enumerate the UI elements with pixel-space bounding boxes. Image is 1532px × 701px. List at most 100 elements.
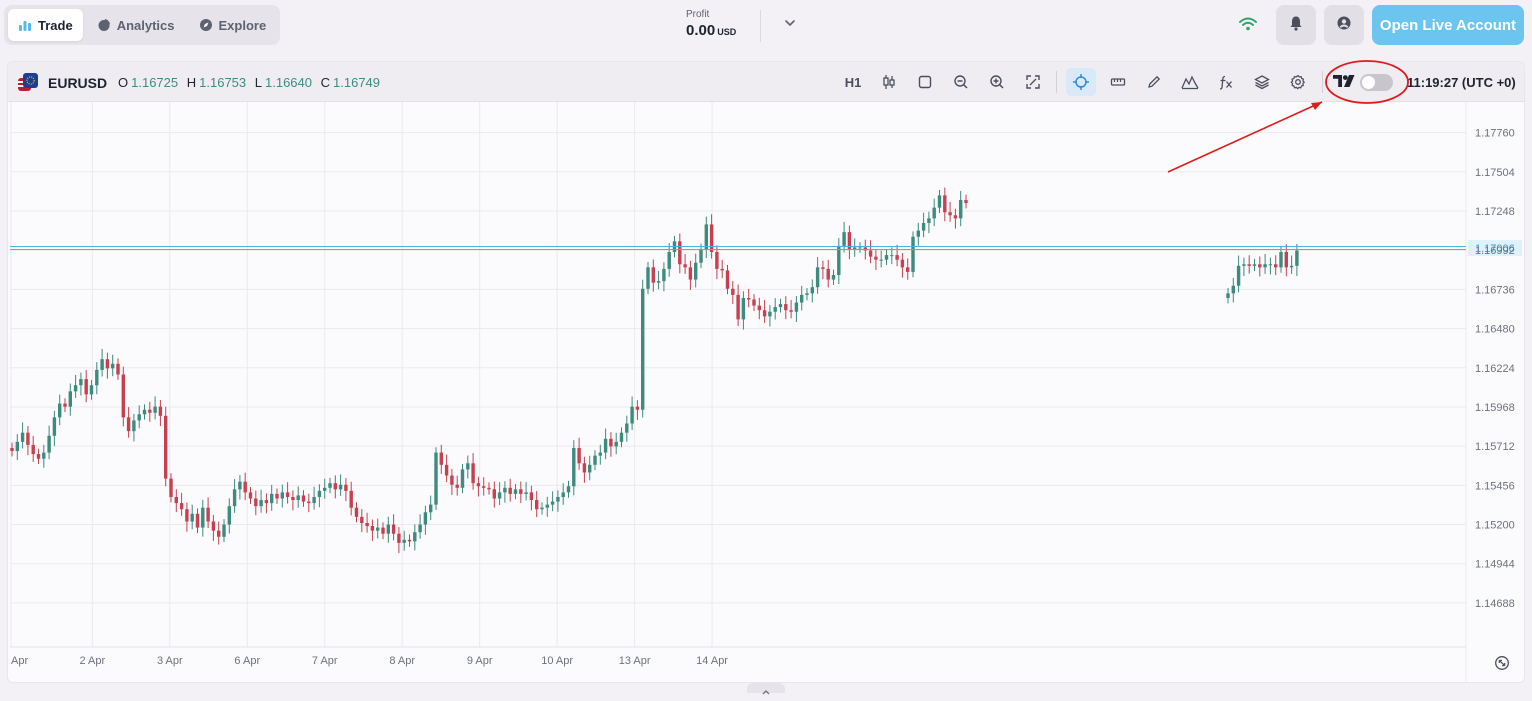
tab-label: Trade [38, 17, 73, 33]
candle-body [84, 379, 88, 395]
candle-body [757, 305, 761, 311]
candle-body [503, 487, 507, 493]
candle-body [572, 447, 576, 487]
pencil-icon[interactable] [1139, 68, 1169, 96]
candle-body [773, 307, 777, 312]
candle-body [794, 302, 799, 312]
compass-icon [199, 18, 213, 32]
candle-body [619, 432, 624, 442]
candle-body [455, 484, 459, 488]
candle-body [1231, 285, 1235, 294]
candle-body [349, 490, 353, 508]
candle-body [598, 452, 602, 456]
candle-body [1247, 264, 1251, 266]
candle-body [1236, 265, 1241, 286]
profit-value-row: 0.00 USD [686, 22, 736, 39]
candle-body [63, 403, 67, 407]
candle-body [423, 512, 428, 525]
open-live-account-button[interactable]: Open Live Account [1372, 5, 1524, 45]
candles-icon[interactable] [874, 68, 904, 96]
candle-body [201, 507, 205, 528]
candle-body [524, 492, 528, 494]
account-button[interactable] [1324, 5, 1364, 45]
auto-scale-icon[interactable] [1494, 655, 1510, 676]
close-label: C [320, 75, 331, 90]
tradingview-toggle[interactable] [1360, 74, 1393, 91]
candle-body [58, 403, 62, 418]
candle-body [47, 435, 51, 453]
bottom-panel-handle[interactable] [747, 683, 785, 695]
open-label: O [118, 75, 129, 90]
candle-body [317, 490, 322, 497]
candle-body [625, 423, 629, 433]
candle-body [895, 255, 899, 260]
pie-chart-icon [97, 18, 111, 32]
zoom-out-icon[interactable] [946, 68, 976, 96]
notifications-button[interactable] [1276, 5, 1316, 45]
bar-chart-icon [18, 18, 32, 32]
candle-body [879, 259, 883, 261]
candle-body [137, 414, 141, 421]
x-tick-label: 14 Apr [696, 655, 728, 667]
candle-body [323, 487, 327, 491]
chevron-up-icon [760, 683, 772, 695]
top-bar: Trade Analytics Explore Profit 0.00 USD [0, 0, 1532, 56]
candle-body [418, 524, 422, 533]
y-tick-label: 1.15968 [1475, 402, 1515, 414]
candle-body [174, 496, 178, 504]
y-tick-label: 1.16224 [1475, 363, 1515, 375]
y-tick-label: 1.17760 [1475, 128, 1515, 140]
crosshair-icon[interactable] [1066, 68, 1096, 96]
candle-body [662, 268, 666, 282]
ruler-icon[interactable] [1103, 68, 1133, 96]
layers-icon[interactable] [1247, 68, 1277, 96]
candle-body [42, 452, 46, 459]
candle-body [943, 195, 947, 213]
candle-body [280, 492, 284, 499]
candle-body [232, 489, 237, 507]
candle-body [874, 256, 878, 260]
settings-icon[interactable] [1283, 68, 1313, 96]
tab-label: Explore [218, 17, 267, 33]
chart-toolbar: EURUSD O 1.16725 H 1.16753 L 1.16640 C 1.167… [8, 62, 1524, 102]
timeframe-button[interactable]: H1 [844, 74, 862, 90]
tab-trade[interactable]: Trade [8, 9, 83, 41]
open-value: 1.16725 [131, 75, 179, 90]
candle-body [1274, 264, 1278, 268]
candle-body [964, 199, 968, 204]
fx-icon[interactable] [1211, 68, 1241, 96]
candle-body [821, 267, 825, 269]
candle-body [444, 464, 449, 476]
candle-body [853, 247, 857, 249]
x-tick-label: 13 Apr [619, 655, 651, 667]
square-icon[interactable] [910, 68, 940, 96]
candle-body [296, 495, 300, 501]
fullscreen-icon[interactable] [1018, 68, 1048, 96]
candle-body [784, 304, 788, 311]
chevron-down-icon[interactable] [783, 16, 797, 35]
clock-readout: 11:19:27 (UTC +0) [1407, 75, 1516, 90]
candle-body [460, 469, 465, 488]
price-chart[interactable]: 1.17006 1.17760 1.17504 1.17248 1.16992 1.16… [8, 102, 1525, 683]
candle-body [248, 492, 253, 499]
current-price-tag [1468, 240, 1522, 257]
symbol-name[interactable]: EURUSD [48, 75, 108, 91]
tab-explore[interactable]: Explore [189, 9, 277, 41]
user-icon [1336, 15, 1352, 36]
x-tick-label: 8 Apr [389, 655, 415, 667]
high-label: H [186, 75, 197, 90]
eurusd-flag-icon [18, 73, 38, 91]
candle-body [179, 503, 184, 510]
x-tick-label: 7 Apr [312, 655, 338, 667]
candle-body [694, 262, 698, 280]
candle-body [397, 533, 401, 543]
candle-body [217, 530, 221, 537]
candle-body [291, 496, 295, 501]
y-tick-label: 1.15456 [1475, 480, 1515, 492]
candle-body [540, 507, 544, 510]
y-tick-label: 1.15712 [1475, 441, 1515, 453]
candle-body [815, 267, 820, 288]
zoom-in-icon[interactable] [982, 68, 1012, 96]
indicators-icon[interactable] [1175, 68, 1205, 96]
tab-analytics[interactable]: Analytics [87, 9, 185, 41]
